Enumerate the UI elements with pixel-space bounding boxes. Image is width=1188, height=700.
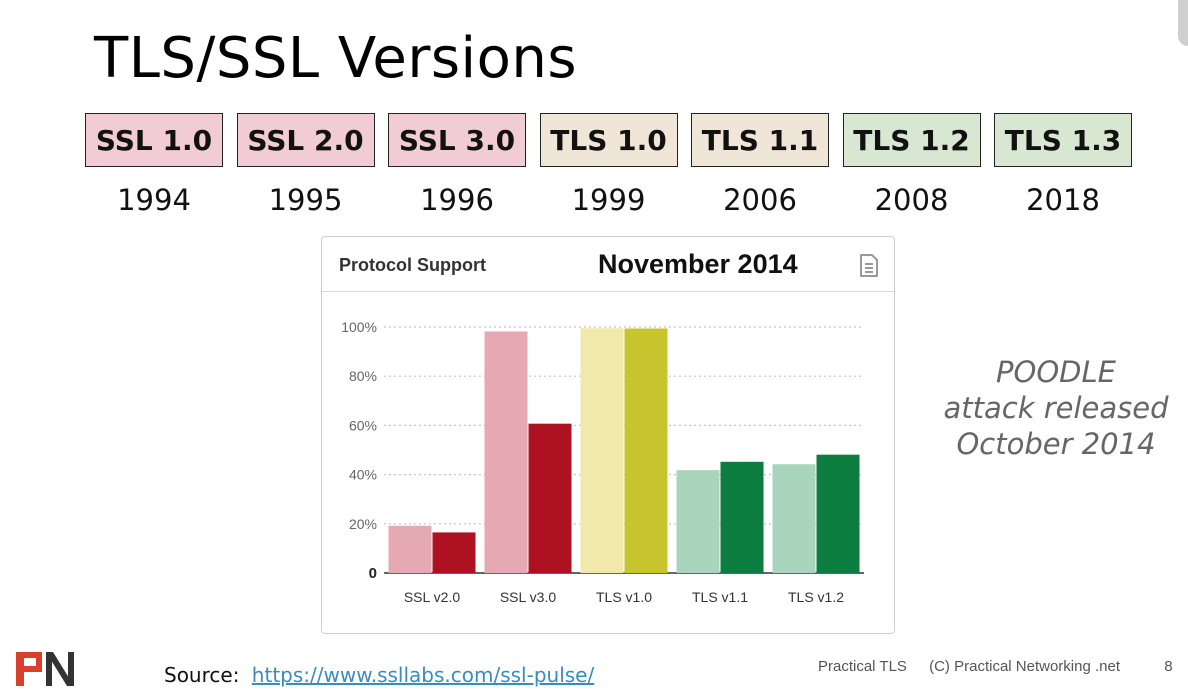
x-tick-label: TLS v1.1	[692, 589, 748, 605]
version-box: TLS 1.1	[691, 113, 829, 167]
chart-title: November 2014	[598, 249, 798, 279]
version-year: 2018	[1026, 183, 1100, 217]
bar	[432, 532, 476, 573]
bar	[676, 470, 720, 573]
y-tick-label: 20%	[349, 516, 377, 532]
slide-title: TLS/SSL Versions	[94, 26, 578, 91]
poodle-note-line: attack released	[943, 391, 1169, 425]
practical-networking-logo	[16, 652, 74, 686]
panel-title: Protocol Support	[339, 255, 486, 275]
y-tick-label: 80%	[349, 368, 377, 384]
poodle-note-line: POODLE	[996, 355, 1116, 389]
version-box: SSL 1.0	[85, 113, 223, 167]
bar	[388, 525, 432, 573]
version-year: 1995	[268, 183, 343, 217]
protocol-support-chart: 0 20% 40% 60% 80% 100% SSL v2.0 SSL v3.0 TLS v1.…	[341, 319, 864, 605]
version-year: 2006	[723, 183, 797, 217]
poodle-note: POODLE attack released October 2014	[940, 354, 1172, 462]
slide-footer: Practical TLS (C) Practical Networking .…	[818, 658, 1188, 675]
x-tick-label: TLS v1.0	[596, 589, 652, 605]
bar	[580, 328, 624, 573]
x-tick-label: SSL v3.0	[500, 589, 557, 605]
panel-header: Protocol Support November 2014	[322, 237, 894, 292]
y-tick-label: 100%	[341, 319, 377, 335]
page-number: 8	[1164, 658, 1173, 675]
version-box: TLS 1.0	[539, 113, 678, 167]
source-label: Source:	[164, 663, 240, 687]
corner-decoration	[1178, 0, 1188, 46]
version-box: TLS 1.3	[994, 113, 1132, 167]
footer-copyright: (C) Practical Networking .net	[929, 658, 1121, 675]
version-year: 1999	[571, 183, 646, 217]
protocol-support-panel: Protocol Support November 2014 0 20% 40% 60…	[321, 236, 895, 634]
bar	[772, 464, 816, 573]
poodle-note-line: October 2014	[956, 427, 1156, 461]
bar	[816, 454, 860, 573]
source-citation: Source: https://www.ssllabs.com/ssl-puls…	[164, 663, 594, 687]
bar	[484, 331, 528, 573]
bar	[528, 423, 572, 573]
document-icon[interactable]	[858, 253, 880, 279]
version-box: TLS 1.2	[842, 113, 981, 167]
x-tick-label: SSL v2.0	[404, 589, 461, 605]
version-year: 1994	[117, 183, 191, 217]
y-tick-label: 40%	[349, 467, 377, 483]
version-box: SSL 3.0	[388, 113, 526, 167]
bar	[624, 328, 668, 573]
y-tick-label: 60%	[349, 417, 377, 433]
version-box: SSL 2.0	[236, 113, 375, 167]
source-link[interactable]: https://www.ssllabs.com/ssl-pulse/	[251, 663, 595, 687]
bar	[720, 461, 764, 573]
version-year: 1996	[420, 183, 494, 217]
y-tick-label: 0	[369, 565, 377, 582]
footer-course: Practical TLS	[818, 658, 907, 675]
version-year: 2008	[874, 183, 949, 217]
x-tick-label: TLS v1.2	[788, 589, 844, 605]
